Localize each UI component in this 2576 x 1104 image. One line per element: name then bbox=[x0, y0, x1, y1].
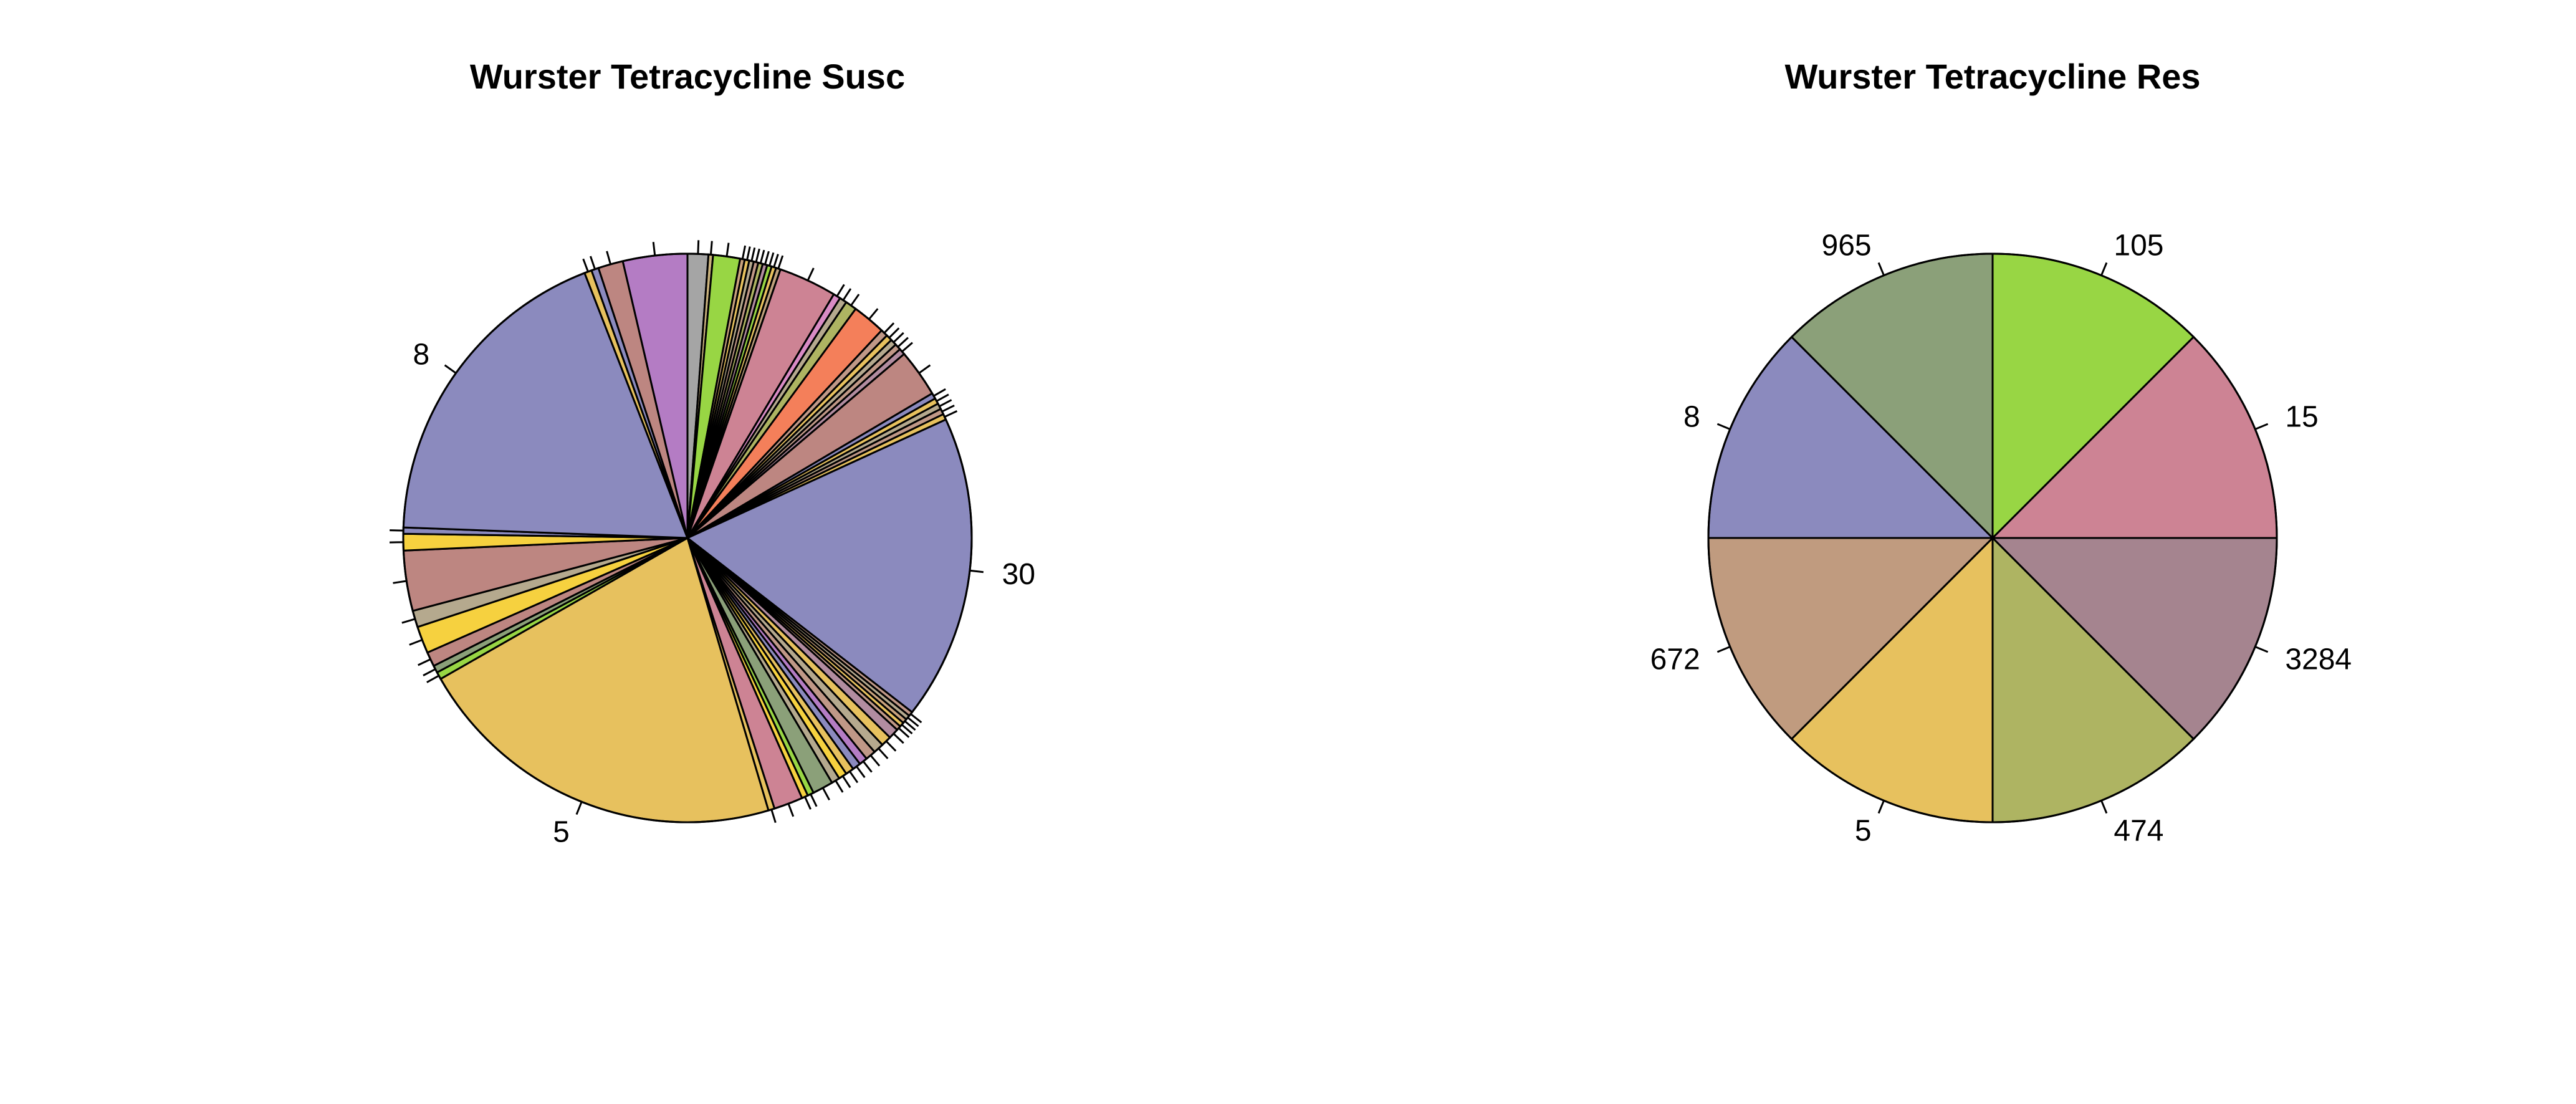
slice-tick bbox=[883, 322, 895, 334]
slice-label: 105 bbox=[2114, 229, 2163, 262]
slice-tick bbox=[1877, 800, 1885, 814]
slice-tick bbox=[575, 801, 583, 815]
slice-tick bbox=[856, 766, 866, 779]
slice-tick bbox=[933, 388, 946, 397]
slice-tick bbox=[582, 258, 589, 272]
slice-tick bbox=[2254, 646, 2269, 653]
slice-tick bbox=[589, 256, 596, 270]
slice-tick bbox=[893, 332, 904, 343]
slice-label: 672 bbox=[1650, 643, 1700, 676]
chart-title-res: Wurster Tetracycline Res bbox=[1784, 57, 2200, 96]
slice-tick bbox=[418, 658, 431, 666]
slice-tick bbox=[918, 364, 931, 374]
slice-tick bbox=[901, 724, 913, 735]
slice-tick bbox=[969, 569, 984, 574]
slice-tick bbox=[849, 770, 859, 784]
slice-tick bbox=[939, 399, 952, 408]
slice-tick bbox=[878, 747, 889, 759]
slice-tick bbox=[1877, 262, 1885, 276]
slice-tick bbox=[869, 754, 881, 767]
slice-tick bbox=[652, 241, 656, 256]
pie-outline bbox=[1707, 252, 2278, 823]
slice-tick bbox=[898, 727, 910, 738]
slice-tick bbox=[2100, 262, 2108, 276]
chart-title-susc: Wurster Tetracycline Susc bbox=[470, 57, 905, 96]
slice-tick bbox=[770, 809, 777, 823]
slice-tick bbox=[850, 294, 860, 306]
slice-tick bbox=[821, 787, 830, 801]
slice-label: 474 bbox=[2114, 814, 2163, 847]
slice-tick bbox=[759, 249, 765, 264]
slice-tick bbox=[901, 342, 913, 353]
slice-tick bbox=[606, 251, 611, 265]
slice-tick bbox=[409, 639, 423, 646]
slice-tick bbox=[787, 803, 795, 817]
slice-tick bbox=[907, 716, 919, 727]
slice-tick bbox=[835, 780, 844, 793]
slice-tick bbox=[836, 284, 845, 297]
slice-label: 15 bbox=[2285, 401, 2318, 434]
slice-tick bbox=[944, 410, 958, 418]
slice-tick bbox=[904, 720, 916, 731]
slice-tick bbox=[401, 618, 416, 624]
slice-tick bbox=[810, 794, 818, 807]
slice-tick bbox=[893, 732, 904, 744]
slice-tick bbox=[725, 242, 730, 257]
slice-label: 8 bbox=[1683, 401, 1700, 434]
slice-tick bbox=[2254, 423, 2269, 430]
slice-tick bbox=[697, 240, 700, 254]
slice-label: 5 bbox=[553, 815, 570, 848]
slice-tick bbox=[842, 288, 852, 301]
slice-tick bbox=[764, 251, 770, 265]
slice-tick bbox=[2100, 800, 2108, 814]
slice-tick bbox=[897, 337, 909, 348]
slice-tick bbox=[841, 775, 851, 789]
slice-tick bbox=[807, 267, 815, 281]
slice-tick bbox=[1717, 646, 1731, 653]
slice-tick bbox=[746, 246, 751, 261]
slice-tick bbox=[741, 245, 747, 259]
slice-tick bbox=[426, 674, 439, 683]
slice-tick bbox=[393, 580, 407, 584]
slice-tick bbox=[910, 713, 922, 724]
slice-tick bbox=[773, 254, 779, 268]
slice-label: 3284 bbox=[2285, 643, 2352, 676]
slice-tick bbox=[862, 761, 873, 773]
pie-outline bbox=[402, 252, 973, 823]
slice-tick bbox=[709, 241, 713, 255]
slice-tick bbox=[888, 327, 900, 338]
slice-tick bbox=[885, 740, 897, 752]
slice-label: 8 bbox=[413, 338, 429, 371]
slice-tick bbox=[868, 308, 879, 320]
slice-label: 965 bbox=[1822, 229, 1872, 262]
slice-tick bbox=[390, 529, 404, 532]
pie-chart-susc: 30 5 8 bbox=[390, 240, 1035, 848]
slice-tick bbox=[768, 252, 775, 266]
slice-tick bbox=[941, 405, 955, 413]
slice-tick bbox=[804, 796, 812, 810]
slice-tick bbox=[777, 255, 784, 269]
slice-tick bbox=[936, 393, 949, 402]
slice-label: 30 bbox=[1002, 558, 1035, 591]
slice-tick bbox=[423, 668, 436, 676]
slice-tick bbox=[1717, 423, 1731, 430]
slice-tick bbox=[444, 364, 457, 374]
slice-label: 5 bbox=[1855, 814, 1872, 847]
slice-tick bbox=[755, 248, 760, 262]
slice-tick bbox=[750, 247, 756, 262]
pie-chart-res: 105 15 3284 474 5 672 8 965 bbox=[1650, 229, 2352, 848]
